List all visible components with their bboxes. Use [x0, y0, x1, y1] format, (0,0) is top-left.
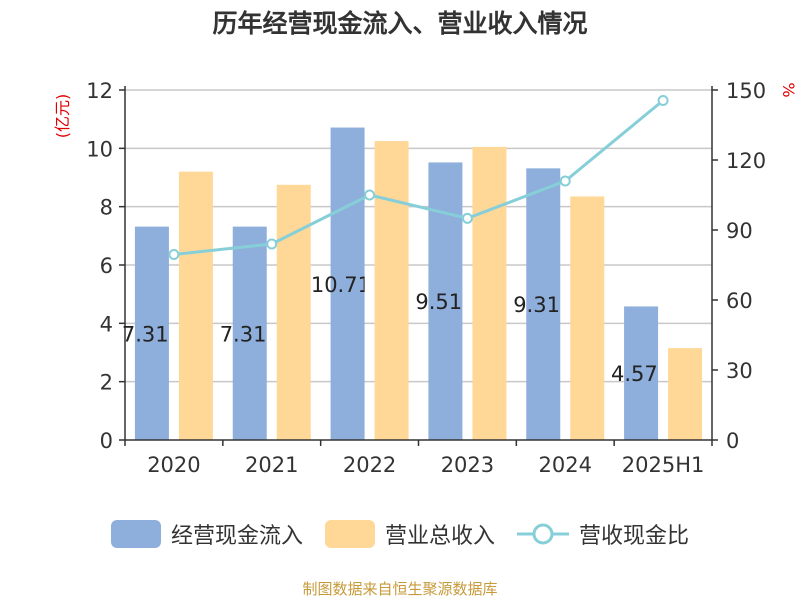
right-tick-label: 120	[726, 149, 766, 173]
legend-swatch-cash-inflow	[110, 520, 161, 548]
ratio-point	[461, 212, 473, 224]
data-label-cash-inflow: 9.516	[415, 290, 475, 314]
legend-label-ratio: 营收现金比	[579, 524, 690, 549]
ratio-line	[168, 95, 669, 260]
ratio-point	[559, 175, 571, 187]
ratio-point	[657, 95, 669, 106]
bar-cash-inflow	[330, 127, 365, 440]
data-label-cash-inflow: 10.713	[311, 273, 384, 297]
ratio-point	[168, 249, 180, 260]
right-tick-label: 150	[726, 79, 766, 103]
left-tick-label: 6	[100, 254, 113, 278]
bar-revenue	[570, 196, 605, 440]
bar-revenue	[374, 141, 409, 440]
legend-item-revenue[interactable]: 营业总收入	[324, 518, 495, 550]
legend-swatch-revenue	[324, 520, 375, 548]
ratio-point	[364, 189, 376, 201]
bar-cash-inflow	[526, 168, 561, 440]
legend-label-cash-inflow: 经营现金流入	[170, 524, 303, 549]
bar-revenue	[178, 171, 213, 440]
ratio-point	[266, 238, 278, 250]
legend: 经营现金流入 营业总收入 营收现金比	[0, 516, 800, 552]
data-label-cash-inflow: 7.316	[122, 322, 182, 346]
data-labels: 7.316 7.316 10.713 9.516 9.314 4.579	[122, 273, 671, 386]
legend-label-revenue: 营业总收入	[384, 524, 495, 549]
ratio-series-line	[173, 99, 665, 256]
right-tick-label: 30	[726, 359, 753, 383]
left-tick-label: 8	[100, 196, 113, 220]
right-axis-unit: %	[779, 82, 798, 97]
data-label-cash-inflow: 4.579	[611, 362, 671, 386]
left-tick-label: 10	[86, 137, 113, 161]
chart-title: 历年经营现金流入、营业收入情况	[212, 9, 588, 38]
right-tick-label: 90	[726, 219, 753, 243]
left-tick-label: 2	[100, 371, 113, 395]
data-label-cash-inflow: 9.314	[513, 293, 573, 317]
bar-revenue	[668, 348, 703, 440]
x-tick-label: 2023	[441, 453, 494, 477]
bar-cash-inflow	[624, 306, 659, 440]
x-tick-label: 2024	[539, 453, 592, 477]
bar-cash-inflow	[232, 226, 267, 440]
right-tick-label: 60	[726, 289, 753, 313]
x-tick-label: 2025H1	[622, 453, 705, 477]
bar-cash-inflow	[134, 226, 169, 440]
left-axis-unit: (亿元)	[53, 94, 72, 139]
left-tick-label: 0	[100, 429, 113, 453]
legend-item-ratio[interactable]: 营收现金比	[517, 518, 689, 550]
legend-item-cash-inflow[interactable]: 经营现金流入	[110, 518, 303, 550]
data-label-cash-inflow: 7.316	[220, 322, 280, 346]
right-tick-label: 0	[726, 429, 739, 453]
bar-cash-inflow	[428, 162, 463, 440]
x-tick-label: 2022	[343, 453, 396, 477]
bars	[134, 127, 703, 440]
left-tick-label: 4	[100, 312, 113, 336]
bar-revenue	[276, 184, 311, 440]
left-tick-label: 12	[86, 79, 113, 103]
legend-swatch-ratio	[517, 523, 569, 545]
x-tick-label: 2021	[245, 453, 298, 477]
source-footer: 制图数据来自恒生聚源数据库	[302, 580, 498, 598]
x-tick-label: 2020	[147, 453, 200, 477]
bar-revenue	[472, 146, 507, 440]
